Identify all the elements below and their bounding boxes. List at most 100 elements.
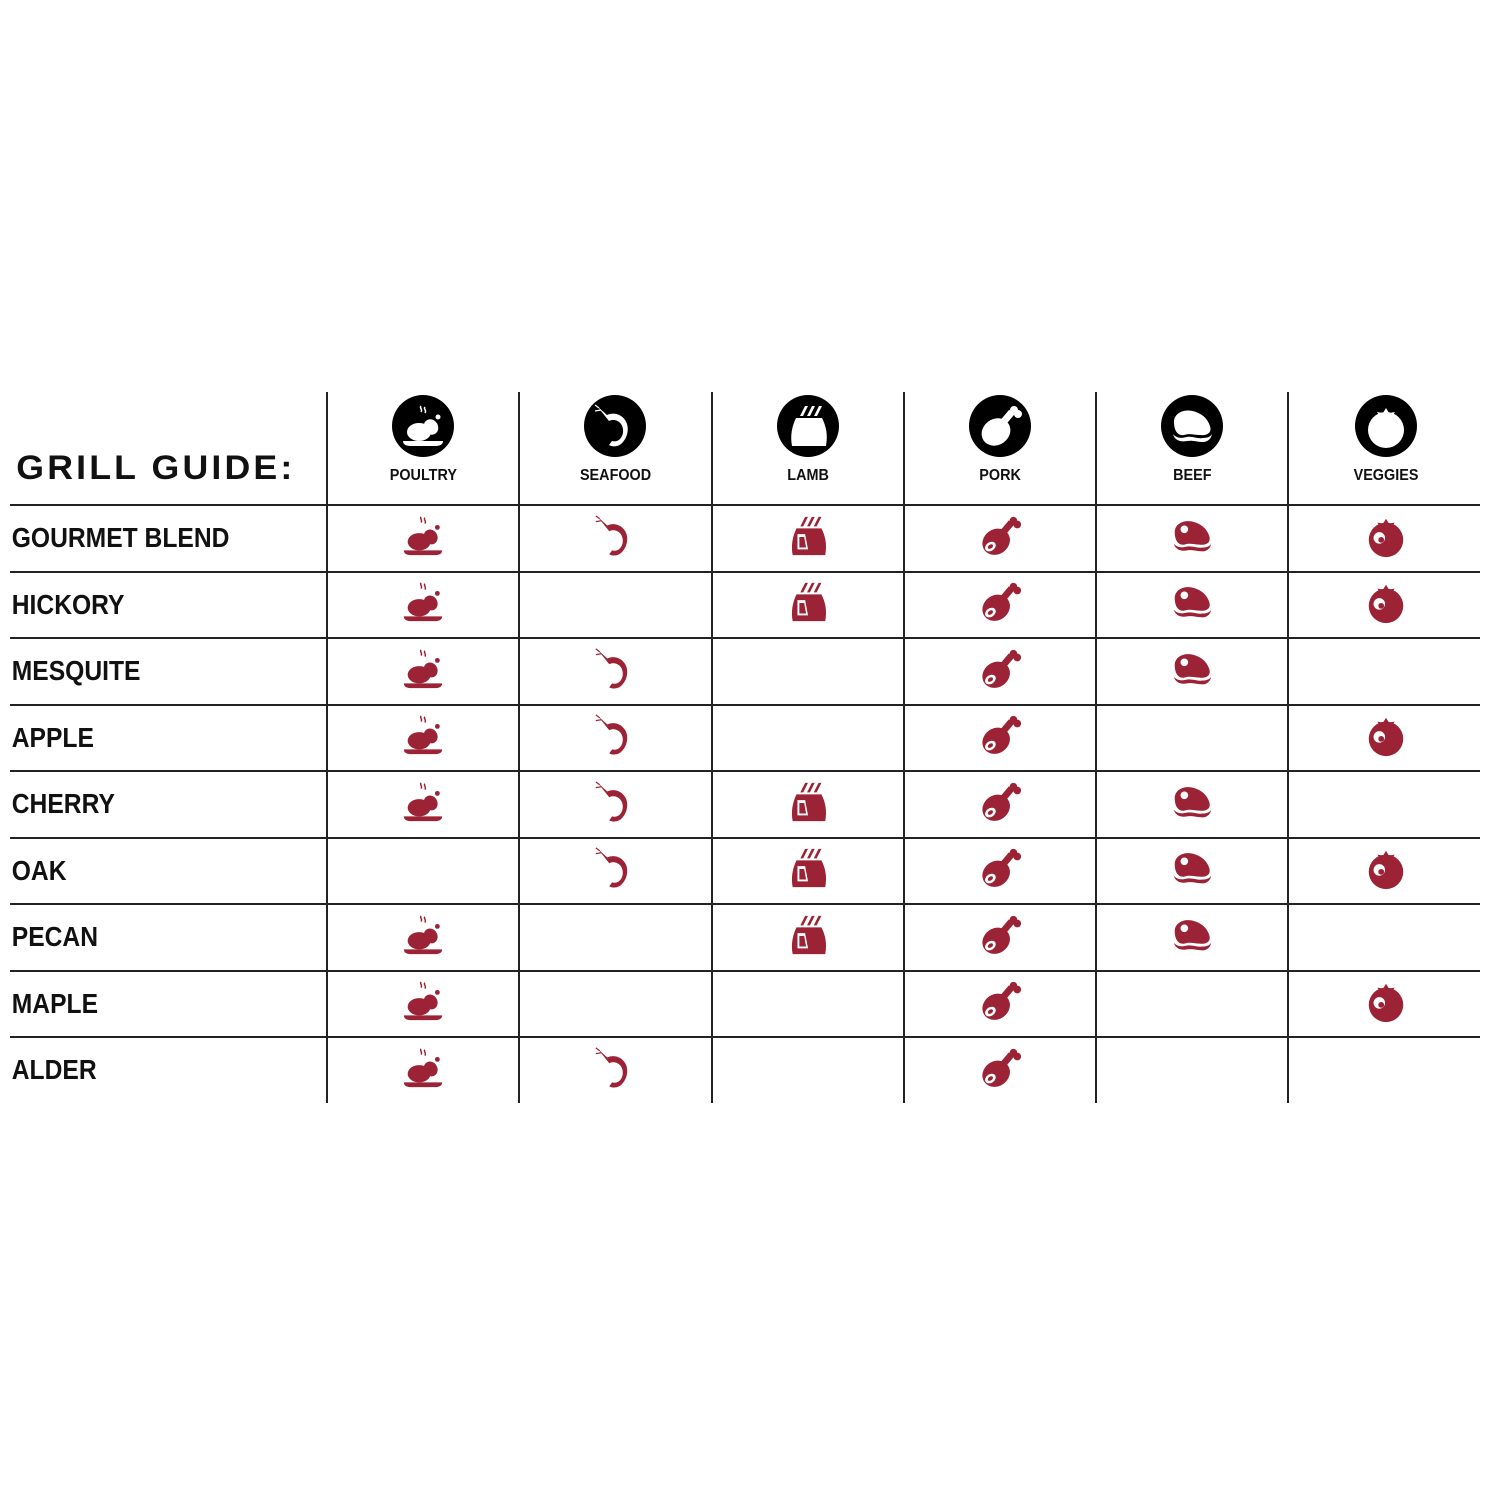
pairing-cell <box>1289 1038 1481 1103</box>
column-header: POULTRY <box>328 392 521 504</box>
pairing-cell <box>328 506 521 571</box>
poultry-icon <box>400 579 446 630</box>
header-row: GRILL GUIDE: POULTRY SEAFOOD LAMB PORK BEEF VE… <box>10 392 1480 506</box>
wood-label: ALDER <box>11 1054 97 1086</box>
pairing-cell <box>1289 573 1481 638</box>
tomato-icon <box>1363 845 1409 896</box>
shrimp-icon <box>592 1045 638 1096</box>
row-label-cell: HICKORY <box>10 572 328 637</box>
pairing-cell <box>520 971 713 1036</box>
steak-icon <box>1161 395 1224 457</box>
steak-icon <box>1169 779 1215 830</box>
wood-label: MESQUITE <box>11 655 141 687</box>
pairing-cell <box>905 971 1098 1036</box>
table-row: APPLE <box>10 705 1480 772</box>
pairing-cell <box>905 572 1098 637</box>
steak-icon <box>1169 912 1215 963</box>
pairing-cell <box>713 572 905 637</box>
shrimp-icon <box>592 646 638 697</box>
wood-label: HICKORY <box>11 588 125 620</box>
wood-label: MAPLE <box>11 987 98 1019</box>
pairing-cell <box>713 905 905 970</box>
pairing-cell <box>1289 506 1481 571</box>
poultry-icon <box>400 712 446 763</box>
pairing-cell <box>1289 905 1481 970</box>
row-label-cell: OAK <box>10 838 328 903</box>
lamb-icon <box>785 779 831 830</box>
pairing-cell <box>520 639 713 704</box>
wood-label: CHERRY <box>11 788 115 820</box>
pairing-cell <box>1097 506 1290 571</box>
poultry-icon <box>400 912 446 963</box>
row-label-cell: APPLE <box>10 705 328 770</box>
pairing-cell <box>1097 705 1290 770</box>
column-label: LAMB <box>786 467 829 484</box>
row-label-cell: PECAN <box>10 905 328 970</box>
ham-icon <box>977 513 1023 564</box>
pairing-cell <box>905 905 1098 970</box>
wood-label: OAK <box>11 854 67 886</box>
pairing-cell <box>1289 772 1481 837</box>
ham-icon <box>977 779 1023 830</box>
pairing-cell <box>328 838 521 903</box>
pairing-cell <box>1097 838 1290 903</box>
steak-icon <box>1169 579 1215 630</box>
ham-icon <box>969 395 1032 457</box>
pairing-cell <box>905 838 1098 903</box>
table-row: CHERRY <box>10 772 1480 839</box>
pairing-cell <box>328 905 521 970</box>
lamb-icon <box>785 579 831 630</box>
pairing-cell <box>713 838 905 903</box>
poultry-icon <box>400 1045 446 1096</box>
tomato-icon <box>1363 513 1409 564</box>
pairing-cell <box>1097 971 1290 1036</box>
pairing-cell <box>520 905 713 970</box>
pairing-cell <box>520 572 713 637</box>
pairing-cell <box>520 838 713 903</box>
pairing-cell <box>520 772 713 837</box>
pairing-cell <box>1097 772 1290 837</box>
ham-icon <box>977 646 1023 697</box>
pairing-cell <box>328 772 521 837</box>
shrimp-icon <box>592 712 638 763</box>
shrimp-icon <box>592 779 638 830</box>
ham-icon <box>977 712 1023 763</box>
row-label-cell: MESQUITE <box>10 639 328 704</box>
row-label-cell: GOURMET BLEND <box>10 506 328 571</box>
pairing-cell <box>520 1038 713 1103</box>
poultry-icon <box>400 978 446 1029</box>
pairing-cell <box>1097 572 1290 637</box>
pairing-cell <box>328 705 521 770</box>
column-header: SEAFOOD <box>520 392 713 504</box>
shrimp-icon <box>592 513 638 564</box>
wood-label: PECAN <box>11 921 99 953</box>
pairing-cell <box>713 705 905 770</box>
poultry-icon <box>400 646 446 697</box>
column-label: VEGGIES <box>1353 467 1419 484</box>
wood-label: APPLE <box>11 721 94 753</box>
pairing-cell <box>713 971 905 1036</box>
pairing-cell <box>1289 972 1481 1037</box>
pairing-cell <box>1097 1038 1290 1103</box>
wood-label: GOURMET BLEND <box>11 522 230 554</box>
table-row: HICKORY <box>10 572 1481 639</box>
steak-icon <box>1169 845 1215 896</box>
pairing-cell <box>713 506 905 571</box>
column-label: SEAFOOD <box>579 467 652 484</box>
pairing-cell <box>905 1038 1098 1103</box>
lamb-icon <box>785 845 831 896</box>
lamb-icon <box>785 912 831 963</box>
row-label-cell: CHERRY <box>10 772 328 837</box>
pairing-cell <box>328 1038 521 1103</box>
ham-icon <box>977 912 1023 963</box>
ham-icon <box>977 579 1023 630</box>
poultry-icon <box>392 395 455 457</box>
table-row: MAPLE <box>10 971 1481 1038</box>
steak-icon <box>1169 513 1215 564</box>
pairing-cell <box>1097 905 1290 970</box>
shrimp-icon <box>592 845 638 896</box>
column-label: BEEF <box>1173 467 1212 484</box>
column-header: VEGGIES <box>1289 392 1481 504</box>
column-header: PORK <box>905 392 1098 504</box>
poultry-icon <box>400 779 446 830</box>
